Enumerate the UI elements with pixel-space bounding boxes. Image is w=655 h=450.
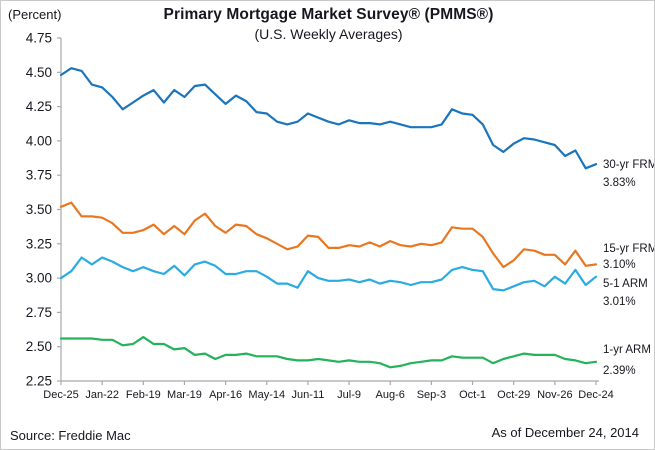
x-tick-label: Jun-11: [292, 389, 325, 401]
series-end-label-value-1-yr-arm: 2.39%: [603, 365, 636, 377]
y-tick-label: 2.75: [26, 305, 52, 320]
x-tick-label: Oct-1: [459, 389, 486, 401]
series-end-label-name-15-yr-frm: 15-yr FRM: [603, 243, 655, 255]
y-tick-label: 3.75: [26, 168, 52, 183]
x-tick-label: Aug-6: [376, 389, 405, 401]
series-line-30-yr-frm: [59, 67, 598, 170]
series-end-label-name-30-yr-frm: 30-yr FRM: [603, 159, 655, 171]
y-tick-label: 2.50: [26, 339, 52, 354]
x-tick-label: Dec-25: [43, 389, 78, 401]
x-tick-label: Oct-29: [497, 389, 530, 401]
y-tick-label: 4.25: [26, 99, 52, 114]
chart-subtitle: (U.S. Weekly Averages): [254, 26, 403, 42]
series-end-label-name-5-1-arm: 5-1 ARM: [603, 278, 648, 290]
y-tick-label: 3.00: [26, 271, 52, 286]
y-tick-label: 4.00: [26, 133, 52, 148]
series-end-label-name-1-yr-arm: 1-yr ARM: [603, 344, 651, 356]
series-end-label-value-5-1-arm: 3.01%: [603, 296, 636, 308]
series-end-label-value-15-yr-frm: 3.10%: [603, 259, 636, 271]
series-line-5-1-arm: [59, 256, 598, 292]
series-end-label-value-30-yr-frm: 3.83%: [603, 177, 636, 189]
x-tick-label: Nov-26: [537, 389, 572, 401]
x-tick-label: Jan-22: [85, 389, 119, 401]
x-tick-label: Dec-24: [578, 389, 613, 401]
y-tick-label: 2.25: [26, 374, 52, 389]
as-of-date: As of December 24, 2014: [491, 425, 639, 440]
x-tick-label: Sep-3: [417, 389, 446, 401]
chart-title: Primary Mortgage Market Survey® (PMMS®): [163, 6, 494, 23]
series-line-15-yr-frm: [59, 201, 598, 269]
y-tick-label: 4.50: [26, 65, 52, 80]
x-tick-label: May-14: [248, 389, 285, 401]
x-tick-label: Mar-19: [167, 389, 202, 401]
y-tick-label: 3.25: [26, 236, 52, 251]
source-attribution: Source: Freddie Mac: [10, 428, 131, 443]
y-axis-unit-label: (Percent): [8, 7, 62, 22]
x-tick-label: Apr-16: [209, 389, 242, 401]
series-line-1-yr-arm: [59, 336, 598, 369]
y-tick-label: 3.50: [26, 202, 52, 217]
x-tick-label: Feb-19: [126, 389, 161, 401]
y-tick-label: 4.75: [26, 31, 52, 46]
x-tick-label: Jul-9: [337, 389, 361, 401]
